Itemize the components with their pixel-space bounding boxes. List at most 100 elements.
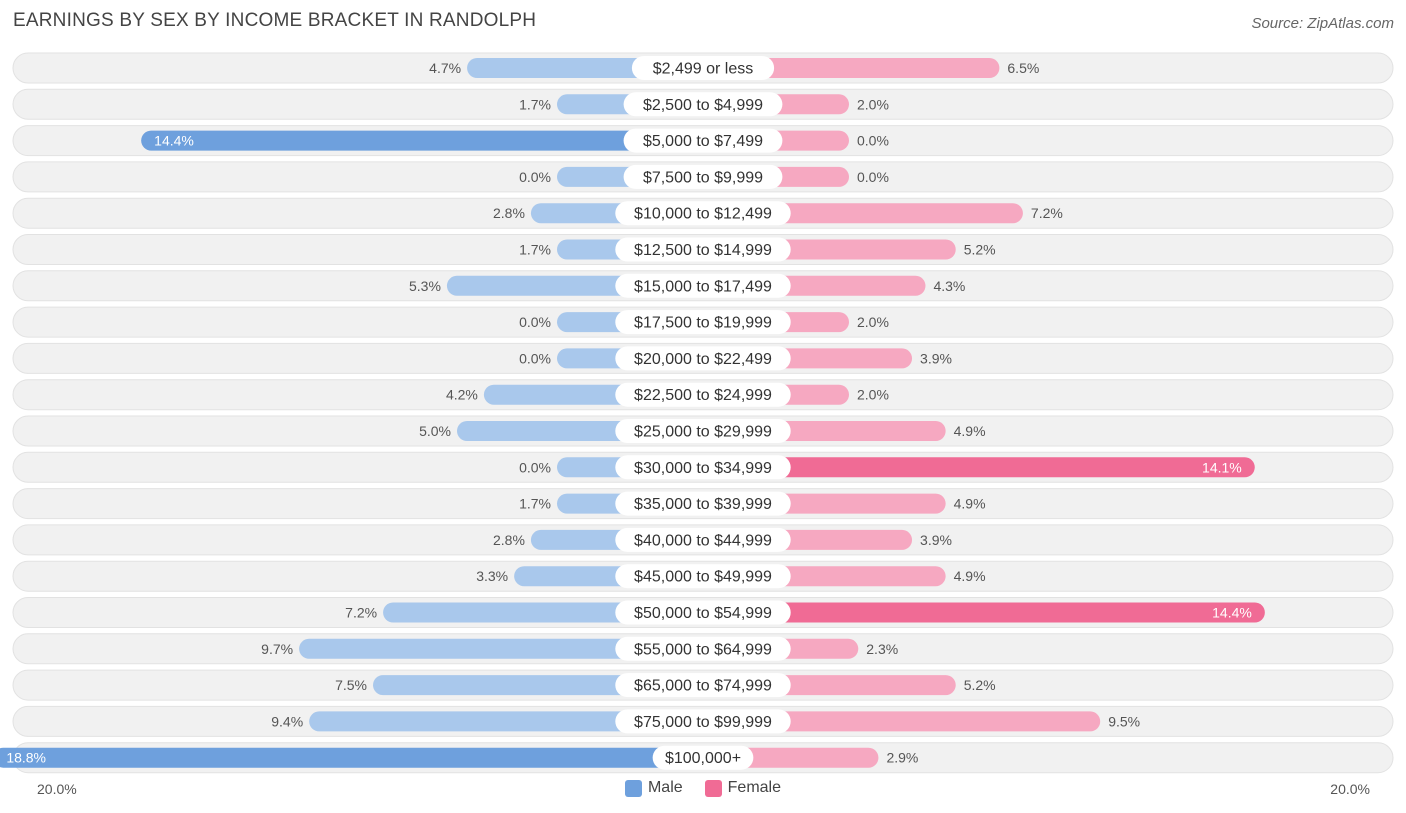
value-label-male: 0.0% — [519, 314, 551, 330]
category-label: $5,000 to $7,499 — [643, 133, 763, 150]
category-label-bg — [615, 564, 791, 589]
legend-label-male: Male — [647, 779, 683, 796]
value-label-male: 9.4% — [271, 713, 303, 729]
category-label-bg — [615, 491, 791, 516]
category-label-bg — [615, 310, 791, 335]
value-label-female: 3.9% — [920, 532, 952, 548]
value-label-male: 4.2% — [446, 387, 478, 403]
value-label-female: 0.0% — [857, 133, 889, 149]
value-label-female: 2.9% — [886, 750, 918, 766]
category-label: $35,000 to $39,999 — [634, 496, 772, 513]
category-label-bg — [615, 709, 791, 734]
value-label-male: 14.4% — [154, 133, 194, 149]
category-label: $2,499 or less — [653, 61, 754, 78]
value-label-male: 4.7% — [429, 60, 461, 76]
value-label-female: 3.9% — [920, 350, 952, 366]
value-label-male: 5.3% — [409, 278, 441, 294]
value-label-female: 5.2% — [964, 677, 996, 693]
value-label-male: 2.8% — [493, 205, 525, 221]
category-label: $10,000 to $12,499 — [634, 206, 772, 223]
value-label-female: 0.0% — [857, 169, 889, 185]
category-label: $50,000 to $54,999 — [634, 605, 772, 622]
bar-female — [703, 711, 1101, 732]
category-label-bg — [623, 164, 783, 189]
value-label-female: 4.9% — [954, 568, 986, 584]
category-label: $65,000 to $74,999 — [634, 678, 772, 695]
value-label-female: 4.9% — [954, 496, 986, 512]
category-label: $12,500 to $14,999 — [634, 242, 772, 259]
category-label: $2,500 to $4,999 — [643, 97, 763, 114]
bar-male — [299, 638, 703, 659]
value-label-female: 9.5% — [1108, 713, 1140, 729]
value-label-female: 4.3% — [933, 278, 965, 294]
category-label-bg — [615, 273, 791, 298]
category-label: $55,000 to $64,999 — [634, 641, 772, 658]
category-label-bg — [615, 455, 791, 480]
bar-male — [309, 711, 703, 732]
value-label-male: 9.7% — [261, 641, 293, 657]
value-label-male: 0.0% — [519, 169, 551, 185]
value-label-female: 4.9% — [954, 423, 986, 439]
value-label-male: 3.3% — [476, 568, 508, 584]
category-label: $20,000 to $22,499 — [634, 351, 772, 368]
value-label-male: 5.0% — [419, 423, 451, 439]
value-label-female: 14.4% — [1212, 605, 1252, 621]
category-label-bg — [615, 673, 791, 698]
category-label: $40,000 to $44,999 — [634, 532, 772, 549]
category-label: $45,000 to $49,999 — [634, 569, 772, 586]
legend-item-female[interactable]: Female — [704, 779, 782, 797]
legend: Male Female — [0, 779, 1406, 797]
category-label-bg — [615, 636, 791, 661]
category-label-bg — [623, 128, 783, 153]
bar-male — [141, 130, 703, 151]
category-label-bg — [631, 56, 775, 80]
category-label: $100,000+ — [665, 750, 741, 767]
value-label-male: 7.2% — [345, 605, 377, 621]
category-label: $75,000 to $99,999 — [634, 714, 772, 731]
category-label-bg — [615, 419, 791, 443]
value-label-male: 7.5% — [335, 677, 367, 693]
legend-item-male[interactable]: Male — [624, 779, 683, 797]
axis-right-label: 20.0% — [1330, 781, 1370, 797]
value-label-male: 1.7% — [519, 96, 551, 112]
category-label: $22,500 to $24,999 — [634, 387, 772, 404]
axis-left-label: 20.0% — [37, 781, 77, 797]
category-label: $7,500 to $9,999 — [643, 169, 763, 186]
category-label-bg — [615, 346, 791, 371]
value-label-female: 2.0% — [857, 314, 889, 330]
value-label-female: 14.1% — [1202, 459, 1242, 475]
category-label: $30,000 to $34,999 — [634, 460, 772, 477]
value-label-male: 2.8% — [493, 532, 525, 548]
category-label: $15,000 to $17,499 — [634, 278, 772, 295]
category-label-bg — [615, 600, 791, 625]
category-label-bg — [623, 92, 783, 117]
value-label-male: 0.0% — [519, 459, 551, 475]
category-label: $25,000 to $29,999 — [634, 424, 772, 441]
legend-swatch-male — [624, 779, 642, 797]
value-label-female: 5.2% — [964, 242, 996, 258]
category-label-bg — [652, 745, 754, 770]
value-label-male: 1.7% — [519, 242, 551, 258]
legend-swatch-female — [704, 779, 722, 797]
value-label-male: 1.7% — [519, 496, 551, 512]
value-label-female: 2.0% — [857, 96, 889, 112]
category-label-bg — [615, 201, 791, 226]
value-label-male: 18.8% — [6, 750, 46, 766]
bar-female — [703, 602, 1265, 623]
value-label-female: 6.5% — [1007, 60, 1039, 76]
bar-female — [703, 58, 1000, 78]
value-label-female: 2.0% — [857, 387, 889, 403]
value-label-female: 7.2% — [1031, 205, 1063, 221]
chart-title: EARNINGS BY SEX BY INCOME BRACKET IN RAN… — [13, 10, 537, 31]
category-label-bg — [615, 527, 791, 552]
category-label-bg — [615, 237, 791, 262]
category-label: $17,500 to $19,999 — [634, 315, 772, 332]
value-label-female: 2.3% — [866, 641, 898, 657]
bar-female — [703, 457, 1255, 478]
value-label-male: 0.0% — [519, 350, 551, 366]
bar-male — [0, 747, 703, 768]
category-label-bg — [615, 382, 791, 407]
source-label: Source: ZipAtlas.com — [1251, 15, 1394, 32]
legend-label-female: Female — [727, 779, 782, 796]
